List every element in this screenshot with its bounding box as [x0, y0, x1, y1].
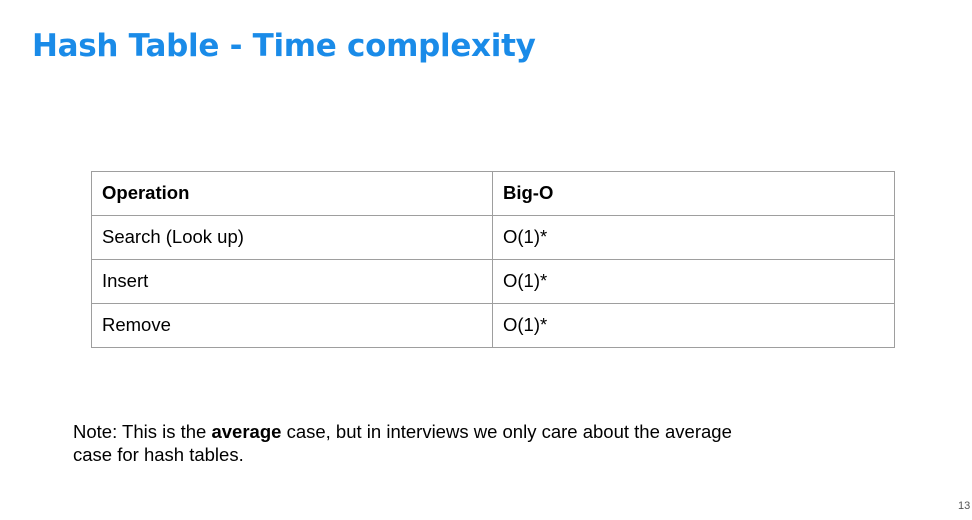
note-suffix: case, but in interviews we only care abo…: [73, 421, 732, 465]
complexity-cell: O(1)*: [492, 259, 895, 304]
complexity-table: Operation Big-O Search (Look up) O(1)* I…: [91, 171, 895, 348]
table-row: Remove O(1)*: [91, 303, 895, 348]
operation-cell: Insert: [91, 259, 493, 304]
complexity-cell: O(1)*: [492, 215, 895, 260]
table-row: Insert O(1)*: [91, 259, 895, 304]
table-header-row: Operation Big-O: [91, 171, 895, 216]
header-big-o: Big-O: [492, 171, 895, 216]
operation-cell: Search (Look up): [91, 215, 493, 260]
note-text: Note: This is the average case, but in i…: [73, 420, 753, 466]
page-number: 13: [958, 500, 971, 512]
header-operation: Operation: [91, 171, 493, 216]
slide-title: Hash Table - Time complexity: [32, 28, 536, 64]
note-emphasis: average: [211, 421, 282, 442]
table-row: Search (Look up) O(1)*: [91, 215, 895, 260]
operation-cell: Remove: [91, 303, 493, 348]
complexity-cell: O(1)*: [492, 303, 895, 348]
note-prefix: Note: This is the: [73, 421, 212, 442]
